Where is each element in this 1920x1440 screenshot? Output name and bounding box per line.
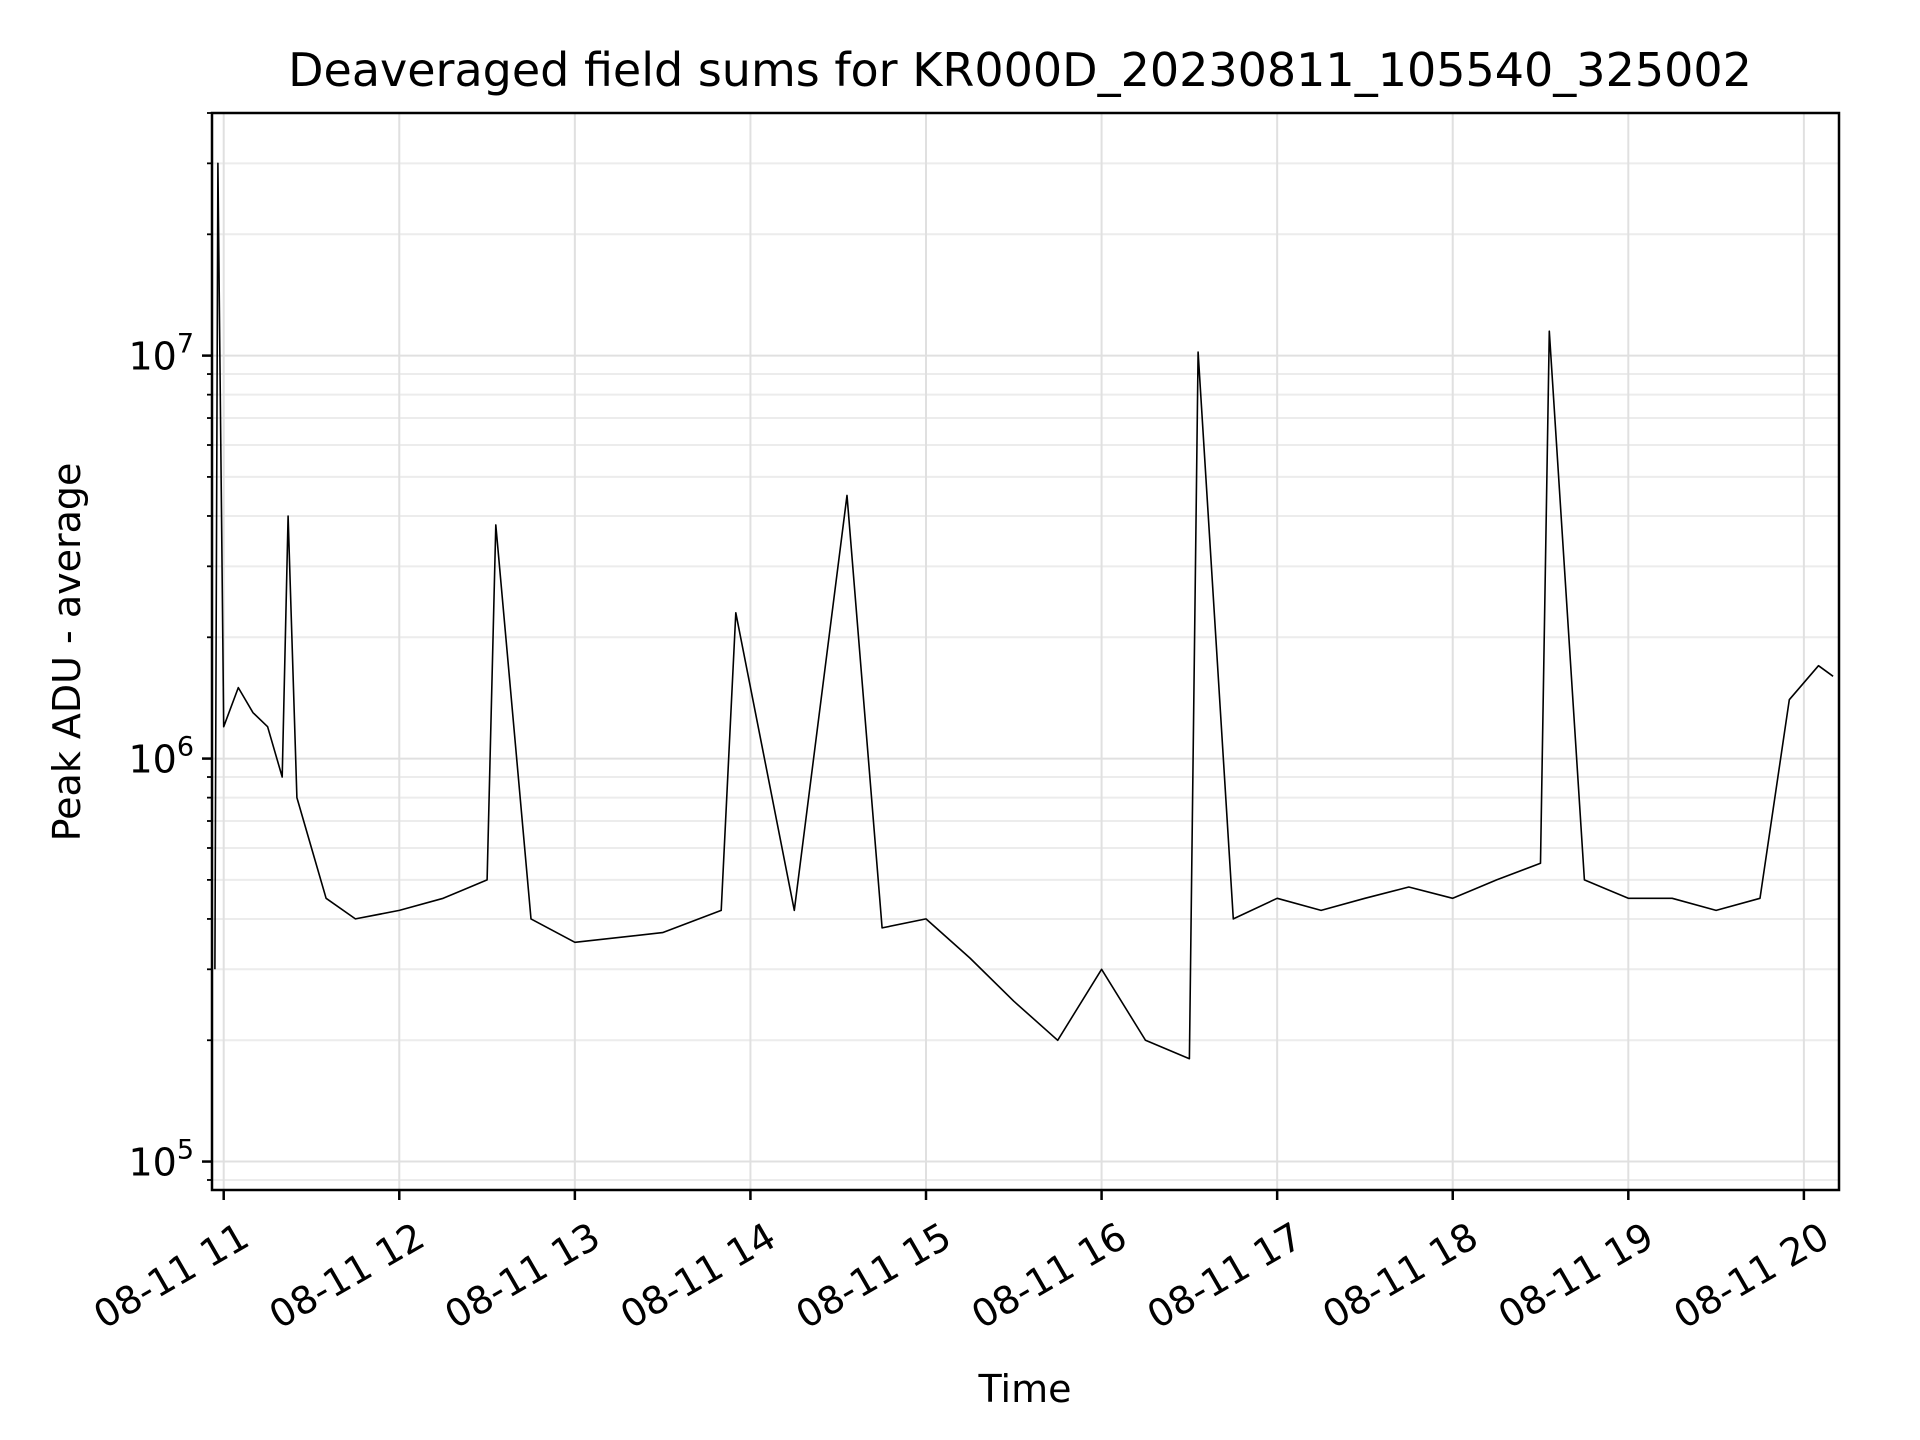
y-tick-label: 106: [128, 732, 194, 782]
plot-frame: [210, 111, 1841, 1192]
y-tick-label: 105: [128, 1135, 194, 1185]
series-line: [214, 162, 1834, 1060]
y-tick-label: 107: [128, 329, 194, 379]
chart-title: Deaveraged field sums for KR000D_2023081…: [288, 43, 1752, 97]
gridlines: [212, 112, 1839, 1190]
series-group: [214, 162, 1834, 1060]
y-axis-label: Peak ADU - average: [45, 463, 89, 842]
x-axis-label: Time: [978, 1367, 1072, 1411]
y-axis: 105 106 107: [128, 112, 212, 1185]
